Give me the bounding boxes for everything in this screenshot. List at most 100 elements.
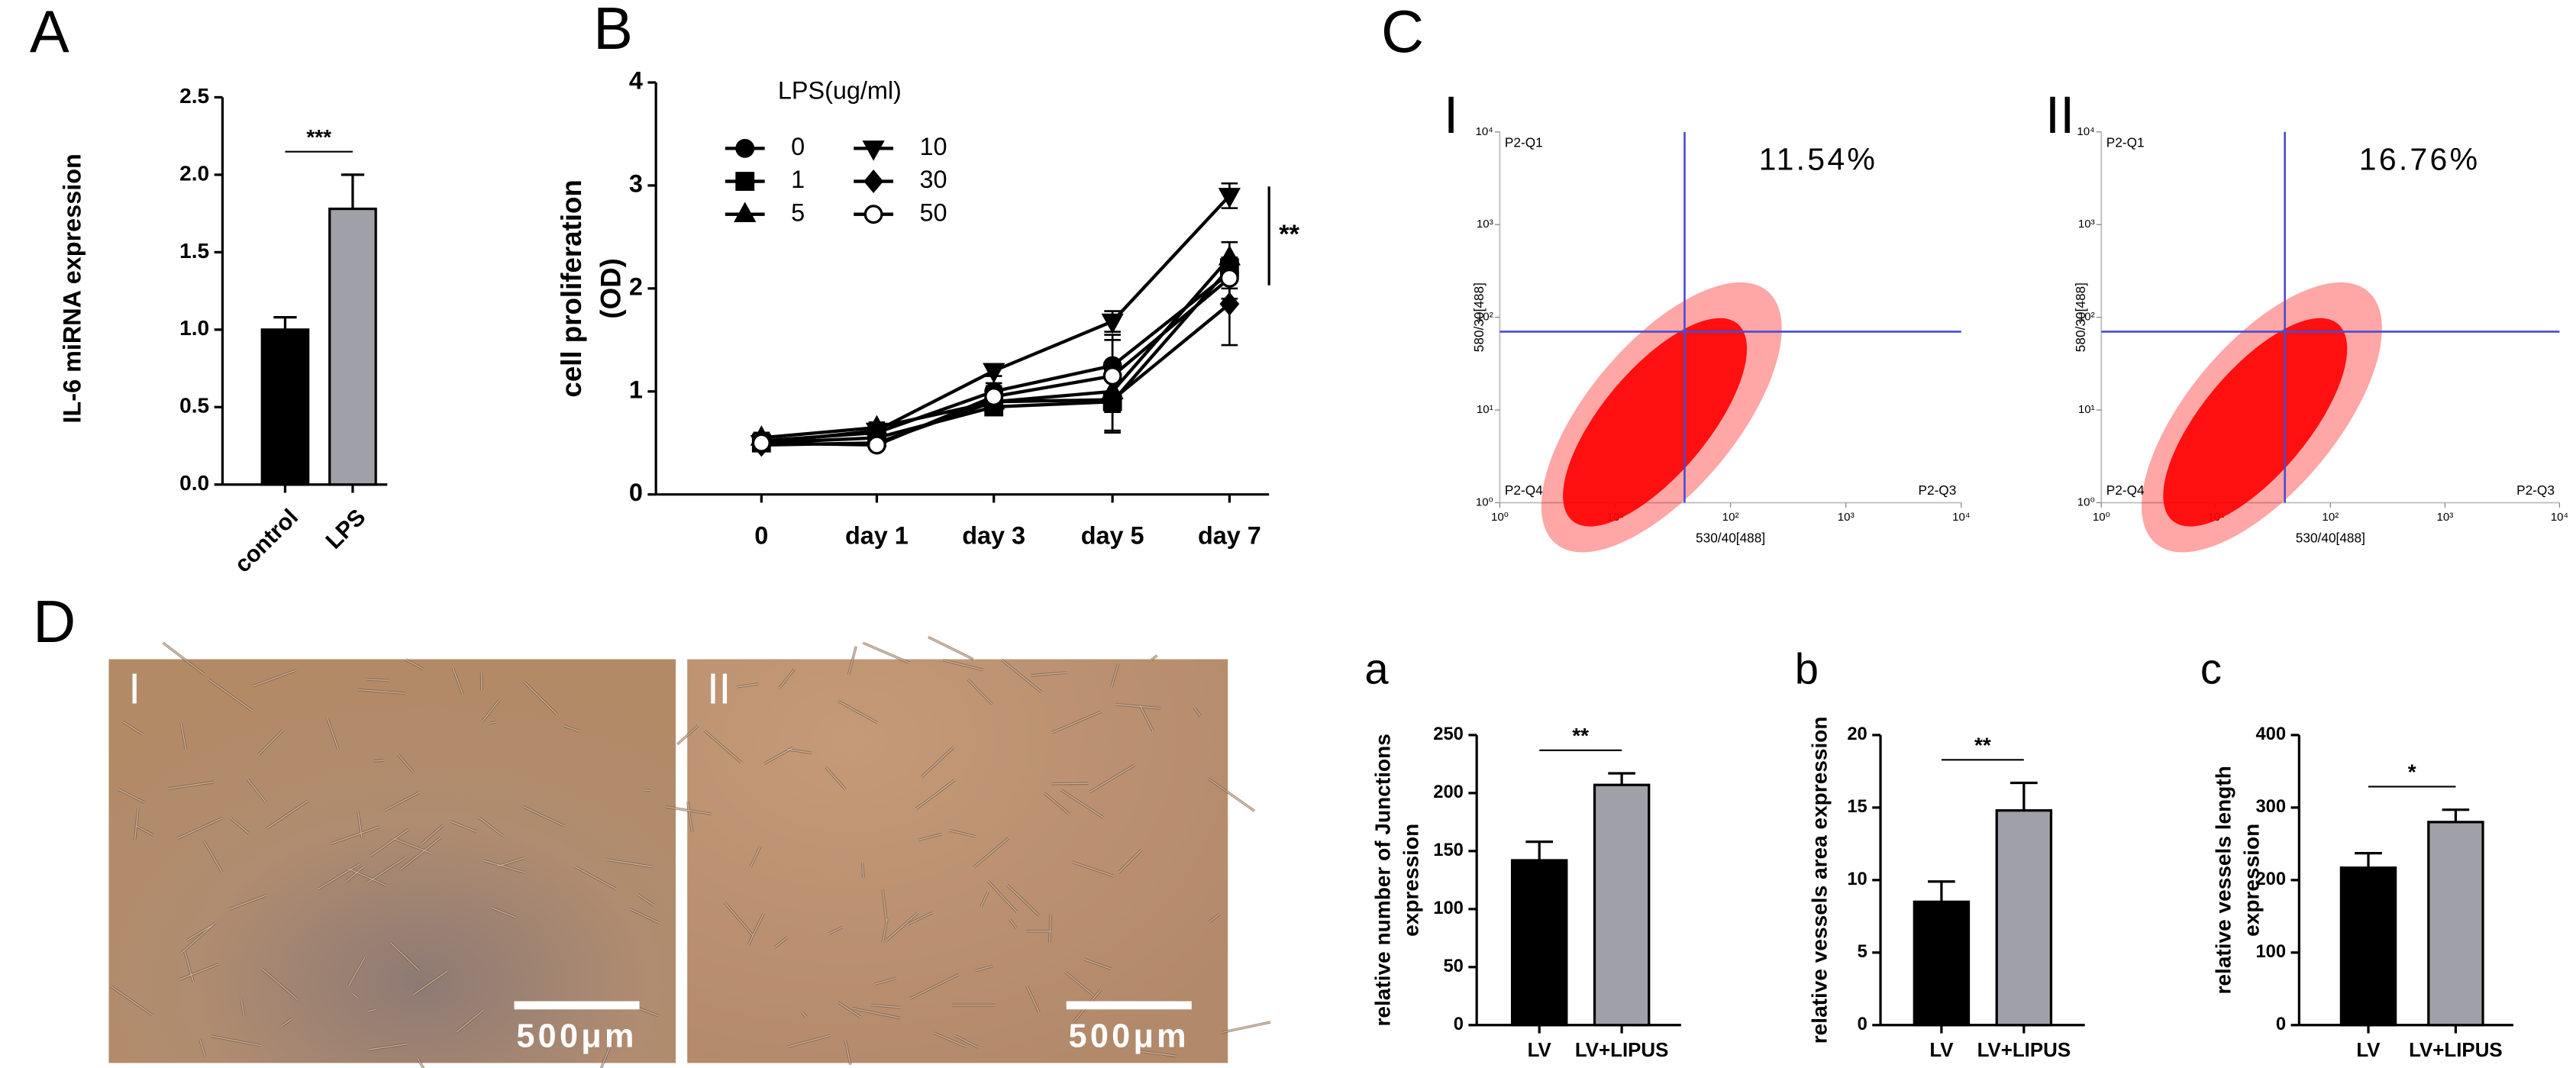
x-tick-label: 10³ xyxy=(1838,511,1855,524)
y-tick-label: 2.0 xyxy=(179,161,209,185)
significance-label: *** xyxy=(306,125,331,149)
significance-label: * xyxy=(2408,760,2416,784)
point xyxy=(984,387,1004,406)
bar xyxy=(1510,859,1568,1027)
y-tick-label: 10⁰ xyxy=(1476,495,1493,508)
panel-letter: B xyxy=(593,0,633,62)
significance-label: ** xyxy=(1279,220,1299,249)
x-tick-label: 10³ xyxy=(2436,511,2453,524)
y-tick-label: 15 xyxy=(1847,797,1867,817)
vessel-highlight xyxy=(111,642,660,1068)
y-tick-label: 0 xyxy=(629,479,643,506)
panel-letter: D xyxy=(33,589,76,655)
bar xyxy=(1593,783,1651,1027)
quadrant-label: P2-Q1 xyxy=(2106,134,2145,150)
y-axis-label: 580/30[488] xyxy=(2073,282,2088,352)
y-axis-label: 580/30[488] xyxy=(1471,282,1487,352)
x-tick-label: 0 xyxy=(754,521,768,549)
quadrant-label: P2-Q4 xyxy=(1505,482,1543,498)
cloud-core xyxy=(2163,318,2348,527)
cloud-core xyxy=(1563,318,1748,527)
y-tick-label: 150 xyxy=(1433,841,1464,860)
panel-letter: A xyxy=(30,0,69,65)
legend-label: 0 xyxy=(791,133,805,160)
panel-letter: c xyxy=(2200,645,2222,693)
x-tick-label: day 1 xyxy=(845,521,909,549)
bar xyxy=(260,328,310,486)
y-axis-label: relative vessels area expression xyxy=(1808,716,1832,1044)
x-tick-label: LV xyxy=(2356,1040,2381,1061)
image-label: II xyxy=(707,665,731,713)
panel-letter: a xyxy=(1364,645,1389,693)
bar xyxy=(1995,809,2053,1027)
x-tick-label: 10⁴ xyxy=(1952,511,1970,524)
bar xyxy=(1913,900,1971,1027)
quadrant-percentage: 11.54% xyxy=(1759,141,1877,176)
y-tick-label: 200 xyxy=(1433,782,1464,802)
quadrant-label: P2-Q3 xyxy=(2516,482,2555,498)
legend-label: 1 xyxy=(791,166,805,193)
micrograph-background xyxy=(108,659,676,1063)
x-tick-label: LV+LIPUS xyxy=(1575,1040,1669,1061)
x-tick-label: day 7 xyxy=(1198,521,1261,549)
y-axis-label: relative number of Junctions xyxy=(1371,734,1395,1026)
density-cloud xyxy=(2141,282,2382,553)
y-tick-label: 10⁰ xyxy=(2077,495,2095,508)
y-axis-label: expression xyxy=(1399,824,1422,937)
scale-bar-label: 500μm xyxy=(1069,1018,1190,1054)
y-tick-label: 5 xyxy=(1858,942,1867,962)
legend-marker xyxy=(864,205,883,224)
micrograph xyxy=(665,635,1271,1066)
y-tick-label: 200 xyxy=(2255,870,2286,889)
y-tick-label: 250 xyxy=(1433,724,1464,744)
x-tick-label: 10⁴ xyxy=(2551,511,2568,524)
cloud-halo xyxy=(1541,282,1782,553)
legend-marker xyxy=(862,140,885,161)
y-tick-label: 10¹ xyxy=(2078,403,2095,416)
panel-letter: b xyxy=(1795,645,1819,693)
x-tick-label: 10² xyxy=(1722,511,1739,524)
point xyxy=(867,435,886,455)
x-tick-label: day 5 xyxy=(1081,521,1144,549)
x-axis-label: 530/40[488] xyxy=(1696,531,1765,546)
micrograph-background xyxy=(687,659,1228,1063)
y-tick-label: 4 xyxy=(629,67,643,95)
legend-marker xyxy=(735,138,755,158)
x-tick-label: LV xyxy=(1528,1040,1552,1061)
quadrant-label: P2-Q1 xyxy=(1505,134,1543,150)
quadrant-label: P2-Q4 xyxy=(2106,482,2145,498)
x-tick-label: 10² xyxy=(2322,511,2339,524)
y-tick-label: 20 xyxy=(1847,724,1867,744)
panel-label: I xyxy=(1444,85,1458,144)
x-axis-label: 530/40[488] xyxy=(2296,531,2365,546)
y-tick-label: 50 xyxy=(1443,957,1463,976)
x-tick-label: LV xyxy=(1929,1040,1954,1061)
point xyxy=(1102,366,1122,386)
significance-label: ** xyxy=(1572,724,1589,747)
bar xyxy=(2427,821,2484,1027)
image-label: I xyxy=(128,665,140,713)
y-tick-label: 10⁴ xyxy=(2077,125,2094,138)
y-axis-label: (OD) xyxy=(596,258,627,318)
y-tick-label: 10² xyxy=(1477,311,1493,324)
legend-label: 30 xyxy=(920,166,947,193)
y-tick-label: 10² xyxy=(2078,311,2095,324)
x-tick-label: LV+LIPUS xyxy=(2409,1040,2503,1061)
bar xyxy=(2339,866,2397,1027)
y-tick-label: 10 xyxy=(1847,870,1867,889)
y-tick-label: 1.0 xyxy=(179,316,209,340)
y-tick-label: 0.0 xyxy=(179,471,209,495)
quadrant-label: P2-Q3 xyxy=(1918,482,1956,498)
y-tick-label: 300 xyxy=(2255,797,2286,817)
legend-label: 5 xyxy=(791,198,805,226)
panel-label: II xyxy=(2045,85,2074,144)
legend-title: LPS(ug/ml) xyxy=(778,77,902,105)
y-axis-label: IL-6 miRNA expression xyxy=(59,153,86,423)
point xyxy=(1219,268,1239,288)
micrograph xyxy=(108,641,676,1068)
point xyxy=(751,433,771,453)
x-tick-label: LPS xyxy=(321,505,371,554)
y-tick-label: 0 xyxy=(2276,1015,2286,1034)
